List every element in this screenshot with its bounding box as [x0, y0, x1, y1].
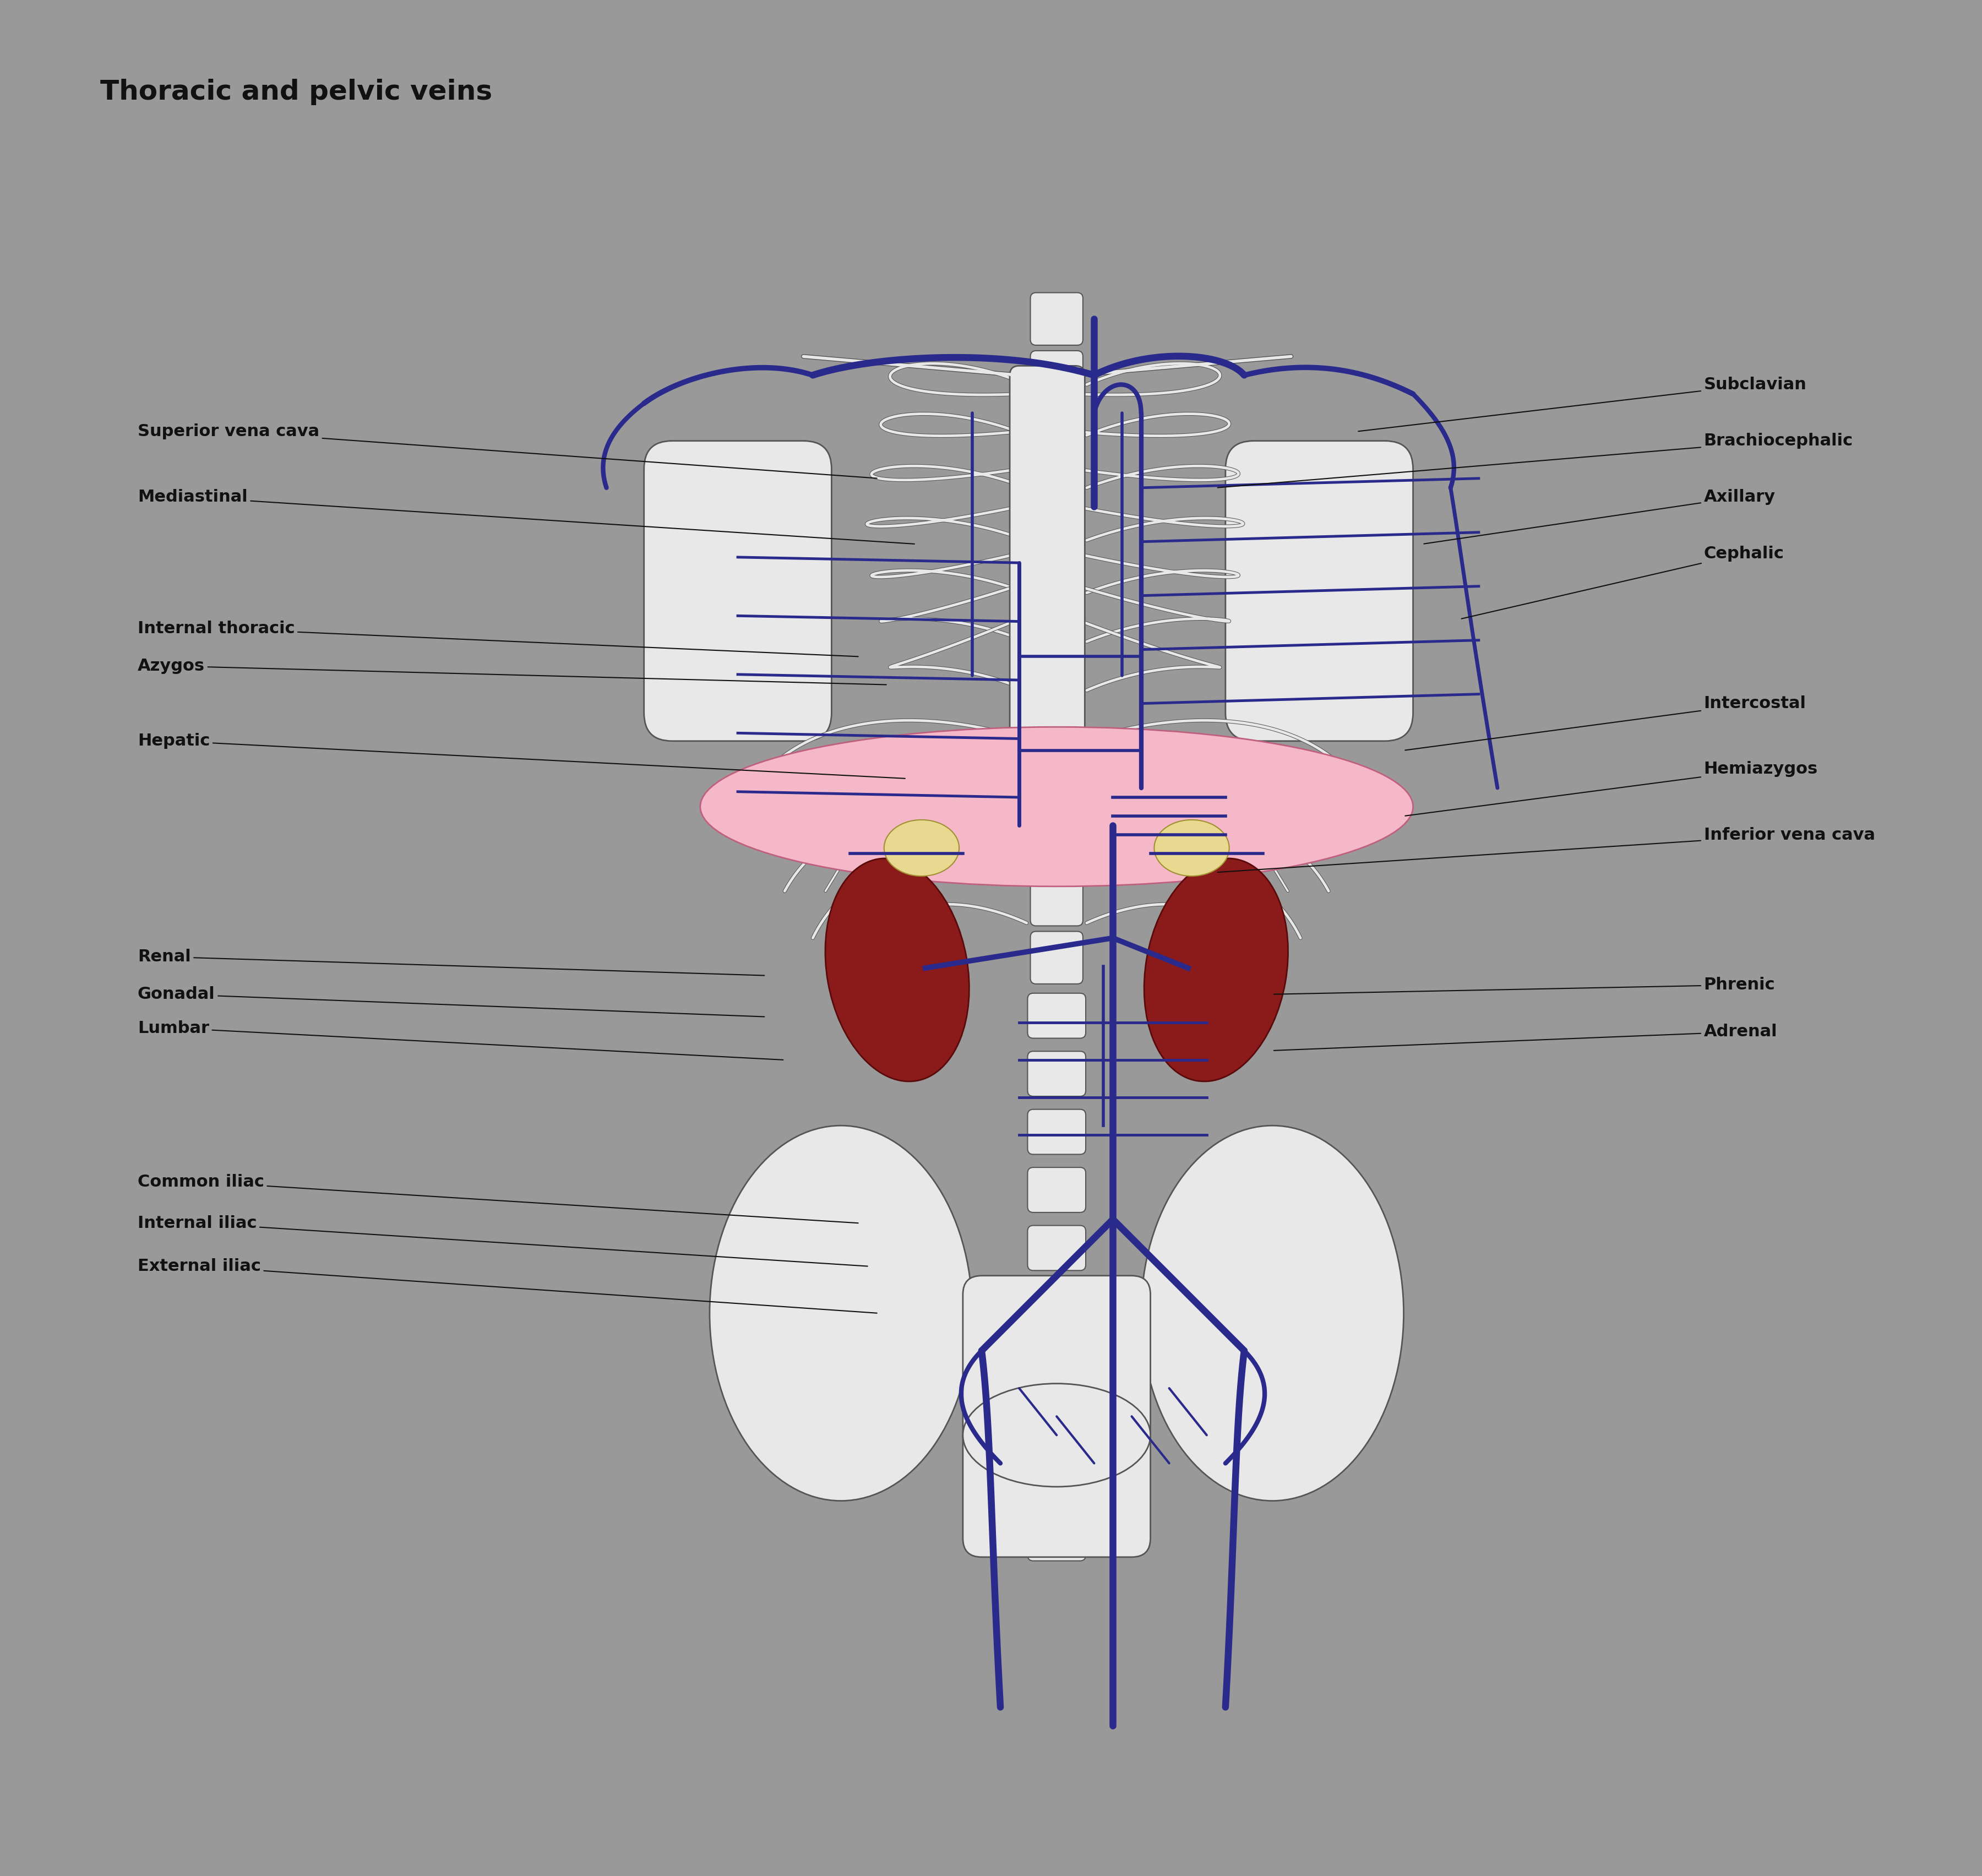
FancyBboxPatch shape	[1031, 293, 1082, 345]
Text: Adrenal: Adrenal	[1274, 1024, 1778, 1051]
FancyBboxPatch shape	[1027, 1051, 1086, 1096]
Text: Brachiocephalic: Brachiocephalic	[1217, 433, 1853, 488]
Text: Hemiazygos: Hemiazygos	[1405, 762, 1817, 816]
FancyBboxPatch shape	[1027, 1109, 1086, 1154]
FancyBboxPatch shape	[1027, 1341, 1086, 1386]
FancyBboxPatch shape	[1031, 467, 1082, 520]
Ellipse shape	[963, 1384, 1150, 1486]
FancyBboxPatch shape	[1031, 583, 1082, 636]
Ellipse shape	[710, 1126, 973, 1501]
Text: Internal iliac: Internal iliac	[137, 1216, 868, 1266]
FancyBboxPatch shape	[1027, 1283, 1086, 1328]
Text: Gonadal: Gonadal	[137, 987, 765, 1017]
FancyBboxPatch shape	[1009, 366, 1084, 797]
FancyBboxPatch shape	[1031, 758, 1082, 810]
Text: Phrenic: Phrenic	[1274, 977, 1776, 994]
Text: Azygos: Azygos	[137, 658, 886, 685]
FancyBboxPatch shape	[963, 1276, 1150, 1557]
FancyBboxPatch shape	[1031, 409, 1082, 461]
FancyBboxPatch shape	[1031, 700, 1082, 752]
FancyBboxPatch shape	[1031, 874, 1082, 927]
Text: Thoracic and pelvic veins: Thoracic and pelvic veins	[99, 79, 492, 105]
FancyBboxPatch shape	[1031, 930, 1082, 983]
FancyBboxPatch shape	[1027, 1225, 1086, 1270]
FancyBboxPatch shape	[1031, 642, 1082, 694]
Text: Cephalic: Cephalic	[1461, 546, 1784, 619]
FancyBboxPatch shape	[1027, 992, 1086, 1037]
FancyBboxPatch shape	[644, 441, 832, 741]
FancyBboxPatch shape	[1027, 1516, 1086, 1561]
Text: Inferior vena cava: Inferior vena cava	[1217, 827, 1875, 872]
FancyBboxPatch shape	[1225, 441, 1413, 741]
Text: Superior vena cava: Superior vena cava	[137, 424, 876, 478]
Text: Internal thoracic: Internal thoracic	[137, 621, 858, 657]
FancyBboxPatch shape	[1027, 1167, 1086, 1212]
Text: Mediastinal: Mediastinal	[137, 490, 914, 544]
Text: Intercostal: Intercostal	[1405, 696, 1806, 750]
Ellipse shape	[1154, 820, 1229, 876]
Text: Common iliac: Common iliac	[137, 1174, 858, 1223]
FancyBboxPatch shape	[1027, 1458, 1086, 1503]
FancyBboxPatch shape	[1031, 816, 1082, 869]
Text: Renal: Renal	[137, 949, 765, 976]
FancyBboxPatch shape	[1027, 1399, 1086, 1445]
Ellipse shape	[884, 820, 959, 876]
Text: Axillary: Axillary	[1423, 490, 1776, 544]
Text: Lumbar: Lumbar	[137, 1021, 783, 1060]
Ellipse shape	[825, 859, 969, 1081]
Ellipse shape	[1142, 1126, 1403, 1501]
Ellipse shape	[700, 728, 1413, 887]
FancyBboxPatch shape	[1031, 351, 1082, 403]
Text: External iliac: External iliac	[137, 1259, 876, 1313]
Ellipse shape	[1144, 859, 1288, 1081]
FancyBboxPatch shape	[1031, 525, 1082, 578]
Text: Hepatic: Hepatic	[137, 734, 906, 779]
Text: Subclavian: Subclavian	[1358, 377, 1808, 431]
